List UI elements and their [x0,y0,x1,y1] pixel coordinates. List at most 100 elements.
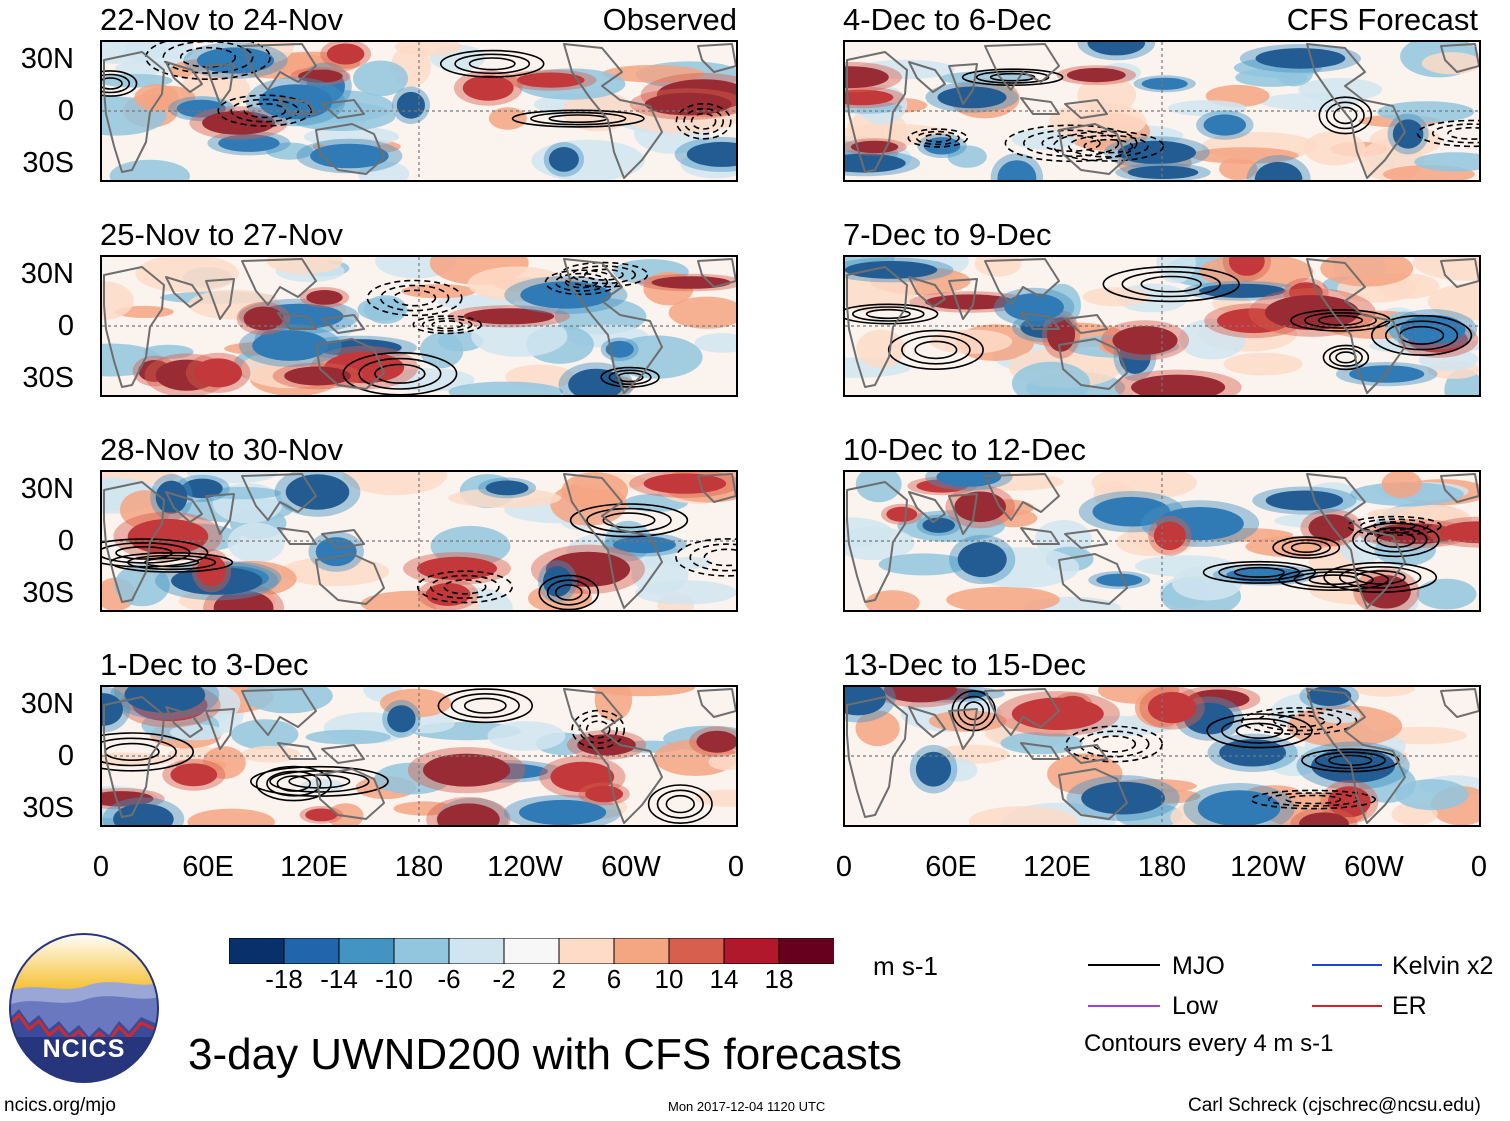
mjo-contour-negative [179,46,237,68]
anomaly-region [448,381,564,395]
strong-anomaly [1308,514,1355,542]
anomaly-region [204,486,281,500]
colorbar-swatch [228,937,285,965]
strong-anomaly [696,730,736,753]
lon-label-120w: 120W [1230,851,1306,883]
anomaly-region [301,778,344,793]
coastline-africa [103,266,165,388]
coastline-americas [1306,43,1406,179]
lon-label-120e: 120E [280,851,348,883]
coastline-maritime [984,688,1108,764]
anomaly-halo [185,352,251,394]
mjo-contour-negative [431,320,464,330]
anomaly-region [1212,295,1252,312]
strong-anomaly [605,340,634,358]
panel-title-7: 10-Dec to 12-Dec [843,432,1086,467]
anomaly-halo [1133,75,1196,93]
anomaly-halo [407,747,526,794]
strong-anomaly [516,72,585,88]
mjo-contour-positive [454,53,531,75]
anomaly-halo [110,687,220,720]
anomaly-halo [272,362,363,390]
anomaly-halo [1077,42,1156,61]
anomaly-region [1049,102,1147,141]
mjo-contour-negative [1083,138,1134,154]
mjo-contour-negative [443,579,487,595]
strong-anomaly [850,140,899,154]
strong-anomaly [519,799,607,825]
mjo-contour-negative [554,272,609,292]
anomaly-halo [578,782,630,806]
anomaly-halo [290,66,351,86]
anomaly-halo [102,797,185,825]
strong-anomaly [1147,692,1197,724]
anomaly-region [109,159,190,180]
coastline-maritime [241,688,365,764]
mjo-contour-positive [1352,522,1440,558]
mjo-contour-negative [1250,789,1376,810]
mjo-contour-positive [845,303,939,325]
anomaly-halo [1139,687,1205,730]
legend-label-mjo: MJO [1172,952,1225,980]
coastline-africa [103,481,165,603]
mjo-contour-negative [907,128,969,148]
strong-anomaly [1400,314,1466,345]
anomaly-region [855,710,900,747]
strong-anomaly [463,308,555,325]
mjo-contour-negative [683,107,725,135]
mjo-contour-negative [1241,707,1358,736]
mjo-contour-positive [1301,748,1400,773]
anomaly-region [243,687,333,714]
mjo-contour-negative [421,317,473,332]
anomaly-halo [189,106,288,140]
mjo-contour-positive [1322,344,1370,371]
strong-anomaly [886,506,918,522]
colorbar-label: 18 [764,964,794,994]
panel-title-8: 13-Dec to 15-Dec [843,647,1086,682]
strong-anomaly [1081,781,1165,815]
anomaly-halo [1252,486,1357,515]
legend-label-kelvin: Kelvin x2 [1392,952,1494,980]
anomaly-region [448,488,562,508]
anomaly-halo [629,88,736,120]
colorbar-label: 10 [654,964,684,994]
anomaly-halo [1183,280,1301,301]
strong-anomaly [196,555,227,587]
anomaly-region [1287,705,1403,748]
legend-line-er [1312,1005,1382,1007]
anomaly-region [1320,257,1414,287]
strong-anomaly [305,808,338,822]
anomaly-region [1412,257,1479,281]
mjo-contour-positive [1318,96,1373,135]
coastline-asia-south [908,276,978,320]
anomaly-halo [637,273,736,292]
anomaly-halo [426,797,511,825]
coastline-australia [1058,338,1128,390]
anomaly-halo [600,337,639,362]
anomaly-halo [845,138,907,156]
anomaly-halo [1196,110,1254,140]
anomaly-region [384,368,475,392]
contour-note: Contours every 4 m s-1 [1084,1030,1334,1057]
anomaly-halo [909,291,1032,313]
anomaly-region [1395,779,1469,811]
anomaly-region [668,296,736,329]
strong-anomaly [1092,496,1171,527]
colorbar-label: 6 [606,964,622,994]
panel-title-1: 22-Nov to 24-Nov [100,2,343,37]
anomaly-halo [1114,369,1242,395]
coastline-europe [697,473,736,503]
anomaly-region [1167,100,1247,117]
anomaly-halo [881,503,923,525]
mjo-contour-negative [1068,134,1149,158]
strong-anomaly [1004,293,1064,322]
anomaly-region [1082,287,1150,307]
anomaly-halo [1042,310,1080,359]
colorbar-swatch [778,937,835,965]
colorbar-swatch [393,937,450,965]
strong-anomaly [1127,165,1199,179]
anomaly-halo [949,534,1016,585]
mjo-contour-positive [115,546,173,560]
anomaly-halo [871,687,970,708]
anomaly-halo [478,477,537,499]
